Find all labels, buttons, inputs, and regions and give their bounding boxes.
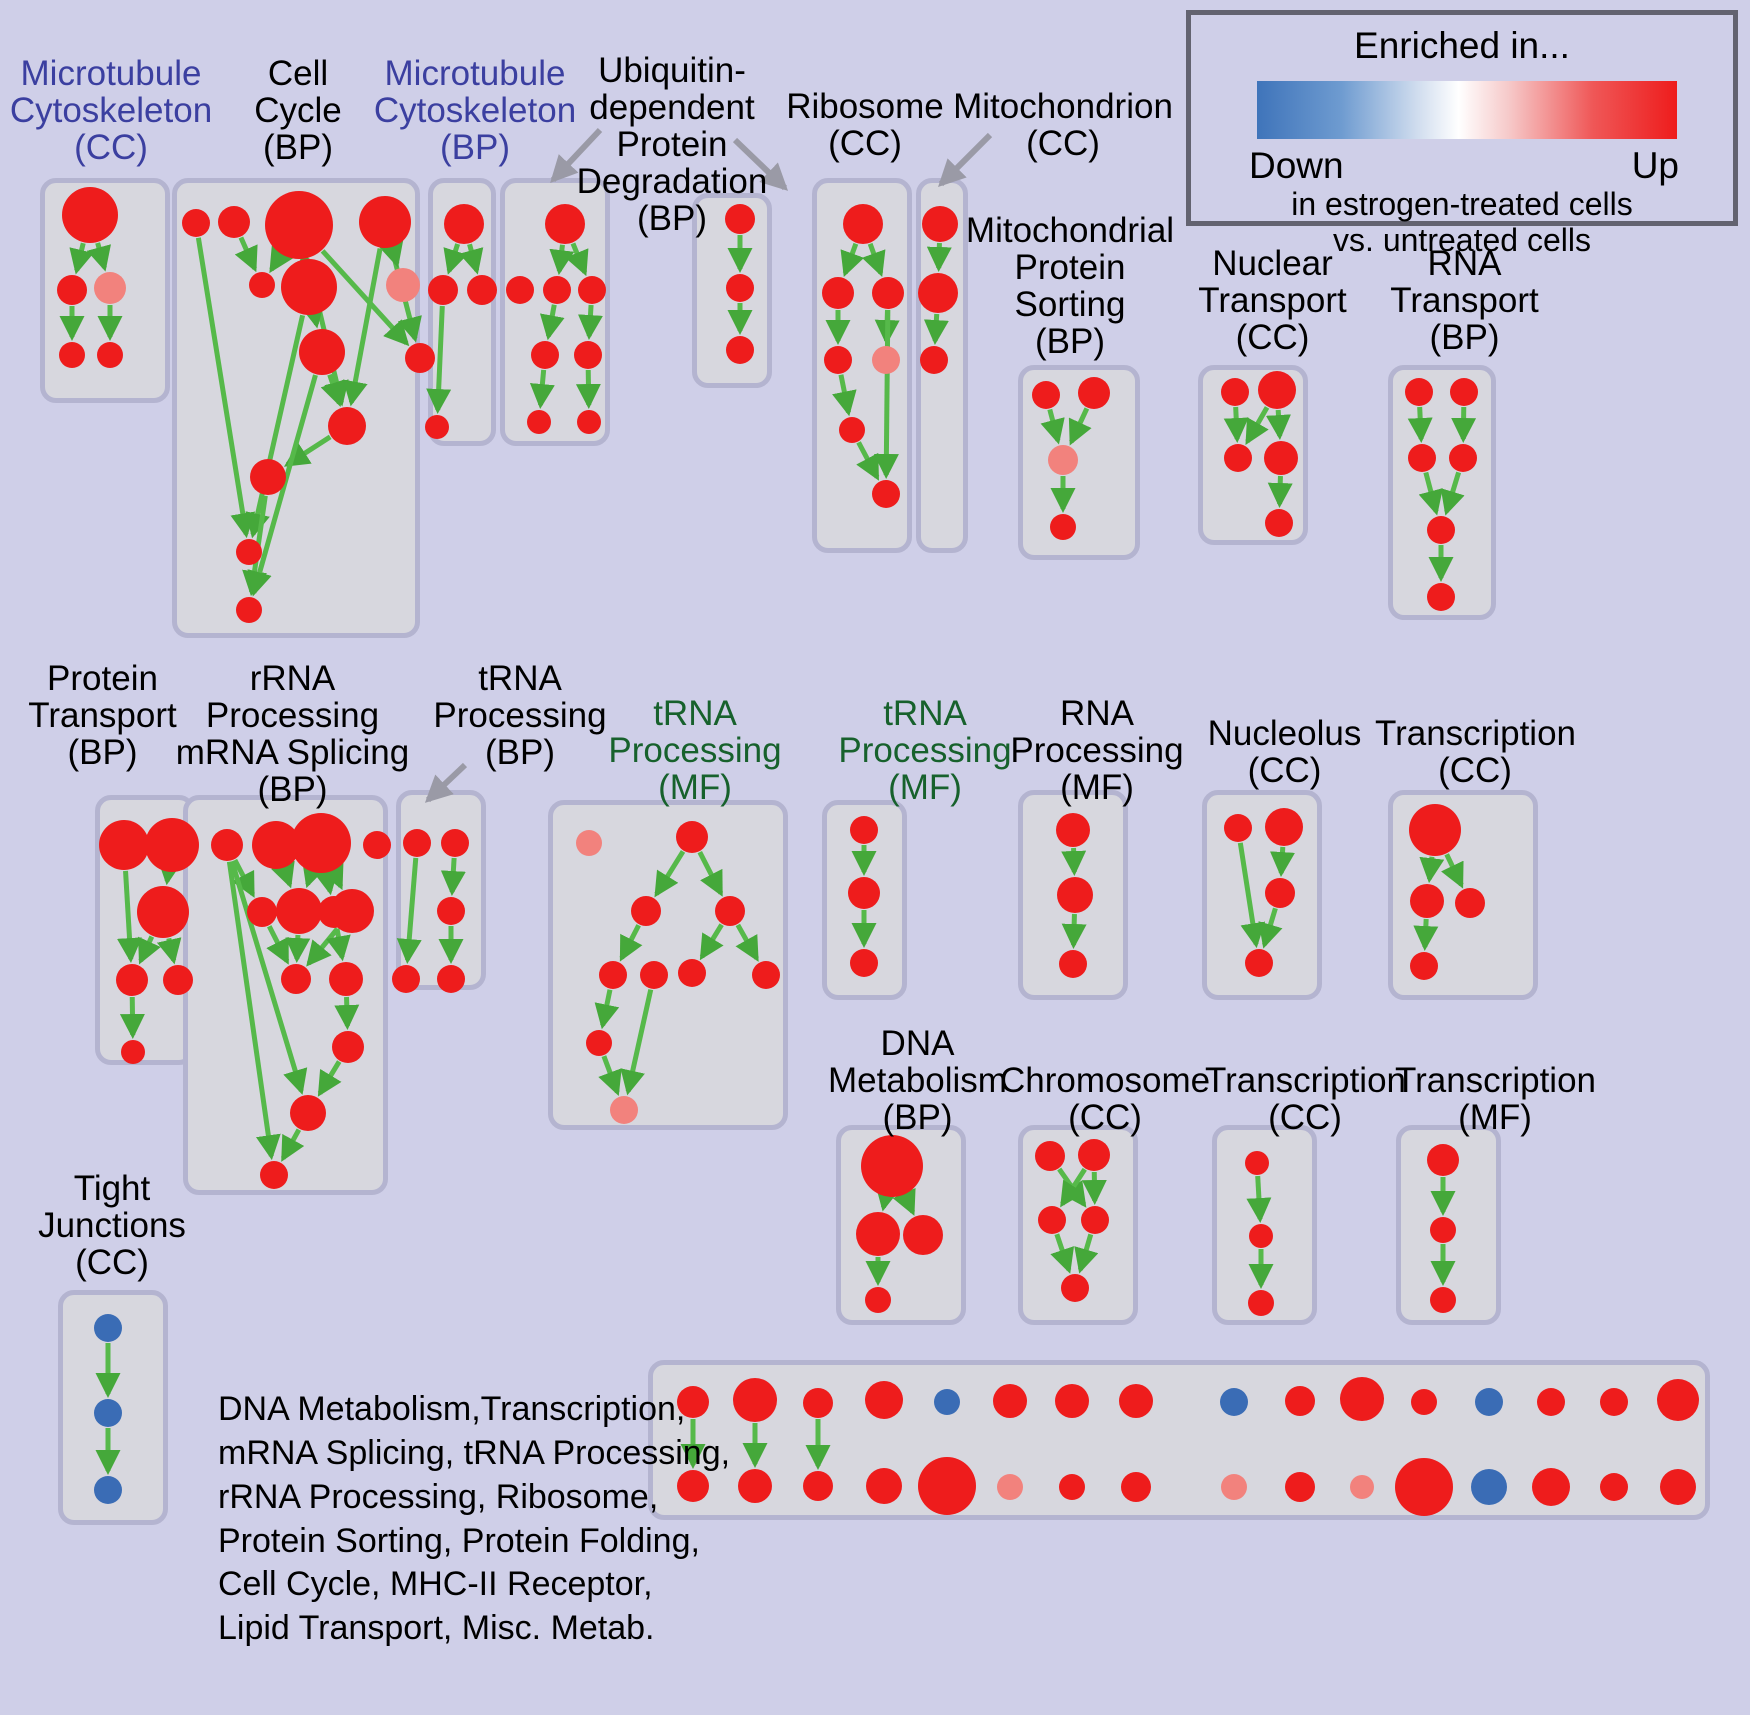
label-chromosome-cc: Chromosome (CC)	[1000, 1061, 1211, 1138]
panel-mitochondrion-cc	[916, 178, 968, 553]
label-protein-transport-bp: Protein Transport (BP)	[28, 659, 177, 773]
panel-trna-processing-mf-1	[548, 800, 788, 1130]
panel-microtubule-cytoskeleton-cc	[40, 178, 170, 403]
label-mitochondrial-protein-sorting-bp: Mitochondrial Protein Sorting (BP)	[965, 211, 1175, 362]
panel-dna-metabolism-bp	[836, 1125, 966, 1325]
legend-subtitle: in estrogen-treated cells vs. untreated …	[1291, 186, 1633, 258]
legend-up-label: Up	[1631, 145, 1679, 186]
label-trna-processing-mf-1: tRNA Processing (MF)	[608, 694, 782, 808]
panel-rna-transport-bp	[1388, 365, 1496, 620]
panel-protein-transport-bp	[95, 795, 195, 1065]
label-ubiquitin-dependent-protein-degradation-bp: Ubiquitin- dependent Protein Degradation…	[576, 51, 768, 239]
label-rna-transport-bp: RNA Transport (BP)	[1390, 244, 1539, 358]
panel-mitochondrial-protein-sorting-bp	[1018, 365, 1140, 560]
label-mitochondrion-cc: Mitochondrion (CC)	[953, 87, 1173, 164]
label-transcription-mf: Transcription (MF)	[1395, 1061, 1596, 1138]
label-rna-processing-mf: RNA Processing (MF)	[1010, 694, 1184, 808]
label-transcription-cc-2: Transcription (CC)	[1205, 1061, 1406, 1138]
panel-misc-categories	[648, 1360, 1710, 1520]
panel-transcription-cc-2	[1212, 1125, 1317, 1325]
label-cell-cycle-bp: Cell Cycle (BP)	[254, 54, 342, 168]
panel-ribosome-cc	[812, 178, 912, 553]
panel-tight-junctions-cc	[58, 1290, 168, 1525]
panel-trna-processing-mf-2	[822, 800, 907, 1000]
panel-trna-processing-bp	[396, 790, 486, 990]
panel-rrna-mrna-splicing-bp	[183, 795, 388, 1195]
misc-category-list: DNA Metabolism,Transcription, mRNA Splic…	[218, 1390, 731, 1648]
label-nuclear-transport-cc: Nuclear Transport (CC)	[1198, 244, 1347, 358]
panel-rna-processing-mf	[1018, 790, 1128, 1000]
legend-color-bar	[1257, 81, 1677, 139]
label-trna-processing-bp: tRNA Processing (BP)	[433, 659, 607, 773]
legend-title: Enriched in...	[1354, 25, 1570, 66]
label-dna-metabolism-bp: DNA Metabolism (BP)	[828, 1024, 1007, 1138]
label-microtubule-cytoskeleton-bp: Microtubule Cytoskeleton (BP)	[373, 54, 577, 168]
panel-chromosome-cc	[1018, 1125, 1138, 1325]
label-trna-processing-mf-2: tRNA Processing (MF)	[838, 694, 1012, 808]
label-ribosome-cc: Ribosome (CC)	[786, 87, 944, 164]
label-tight-junctions-cc: Tight Junctions (CC)	[38, 1169, 186, 1283]
panel-nuclear-transport-cc	[1198, 365, 1308, 545]
label-transcription-cc-1: Transcription (CC)	[1375, 714, 1576, 791]
legend-panel: Enriched in... Down Up in estrogen-treat…	[1186, 10, 1738, 258]
panel-transcription-cc-1	[1388, 790, 1538, 1000]
label-rrna-processing-mrna-splicing-bp: rRNA Processing mRNA Splicing (BP)	[175, 659, 410, 810]
panel-cell-cycle-bp	[172, 178, 420, 638]
panel-microtubule-cytoskeleton-bp	[428, 178, 496, 446]
panel-transcription-mf	[1396, 1125, 1501, 1325]
label-microtubule-cytoskeleton-cc: Microtubule Cytoskeleton (CC)	[9, 54, 213, 168]
label-nucleolus-cc: Nucleolus (CC)	[1207, 714, 1362, 791]
legend-down-label: Down	[1249, 145, 1344, 186]
panel-nucleolus-cc	[1202, 790, 1322, 1000]
